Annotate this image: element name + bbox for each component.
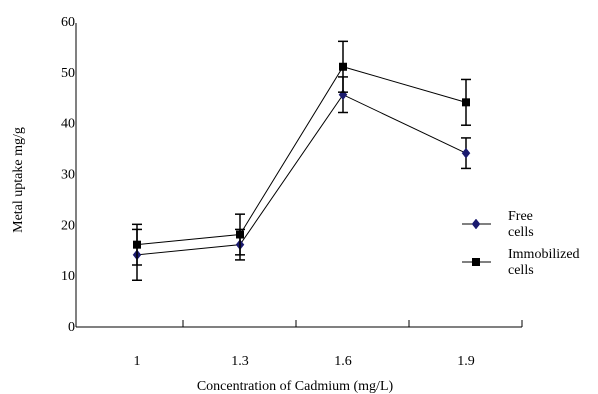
- legend-item: Immobilized cells: [462, 247, 580, 278]
- y-axis-title: Metal uptake mg/g: [11, 127, 26, 233]
- y-tick-labels: 0 10 20 30 40 50 60: [61, 15, 75, 335]
- legend-label: Immobilized cells: [508, 247, 580, 278]
- square-marker: [472, 258, 480, 266]
- x-tick-label: 1: [134, 354, 141, 369]
- plot-area: [132, 40, 471, 281]
- square-marker: [339, 62, 347, 71]
- x-tick-label: 1.9: [457, 354, 475, 369]
- y-tick-label: 60: [61, 15, 75, 30]
- y-tick-label: 20: [61, 218, 75, 233]
- series-line: [136, 66, 467, 246]
- square-marker: [462, 98, 470, 107]
- x-axis-title: Concentration of Cadmium (mg/L): [197, 379, 394, 394]
- series-immobilized-cells: [132, 40, 471, 266]
- diamond-marker: [461, 147, 471, 159]
- square-marker: [133, 240, 141, 249]
- legend-item: Free cells: [462, 209, 534, 240]
- legend: Free cells Immobilized cells: [462, 209, 580, 278]
- y-tick-label: 10: [61, 269, 75, 284]
- y-tick-label: 50: [61, 66, 75, 81]
- series-free-cells: [132, 76, 471, 281]
- y-tick-label: 40: [61, 117, 75, 132]
- y-tick-label: 0: [68, 320, 75, 335]
- square-marker: [236, 230, 244, 239]
- diamond-marker: [338, 89, 348, 101]
- x-tick-label: 1.6: [334, 354, 352, 369]
- y-tick-label: 30: [61, 168, 75, 183]
- legend-label: Free cells: [508, 209, 534, 240]
- series-line: [136, 94, 467, 256]
- diamond-marker: [471, 218, 481, 230]
- x-tick-label: 1.3: [231, 354, 249, 369]
- x-tick-labels: 1 1.3 1.6 1.9: [134, 320, 523, 369]
